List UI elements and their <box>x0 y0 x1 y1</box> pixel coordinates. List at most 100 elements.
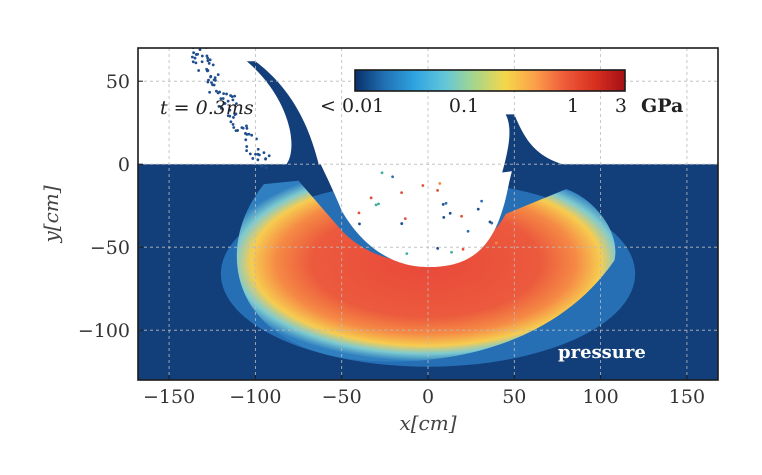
x-axis-ticks: −150 −100 −50 0 50 100 150 <box>143 375 705 408</box>
colorbar-tick-label: < 0.01 <box>320 95 384 117</box>
colorbar: < 0.01 0.1 1 3 GPa <box>320 69 683 117</box>
ejecta-particle <box>244 138 248 142</box>
ejecta-particle <box>264 166 268 170</box>
ejecta-particle <box>441 202 445 206</box>
y-axis-ticks: 50 0 −50 −100 <box>78 71 143 342</box>
ejecta-particle <box>400 222 404 225</box>
ejecta-particle <box>213 76 217 80</box>
ejecta-particle <box>255 137 258 141</box>
x-axis-label: x[cm] <box>399 411 456 435</box>
ejecta-particle <box>219 105 223 109</box>
ejecta-particle <box>209 75 212 79</box>
ejecta-particle <box>208 90 212 94</box>
colorbar-unit: GPa <box>641 95 683 117</box>
ejecta-particle <box>219 97 223 101</box>
ejecta-particle <box>208 58 212 62</box>
x-tick-label: 0 <box>422 386 434 408</box>
ejecta-particle <box>247 132 251 136</box>
x-tick-label: −150 <box>143 386 195 408</box>
ejecta-particle <box>205 54 209 58</box>
ejecta-particle <box>494 241 498 245</box>
time-annotation: t = 0.3ms <box>160 97 254 119</box>
ejecta-particle <box>444 201 448 205</box>
ejecta-particle <box>450 250 453 254</box>
ejecta-particle <box>377 202 380 206</box>
ejecta-particle <box>205 69 209 73</box>
ejecta-particle <box>245 149 248 153</box>
ejecta-particle <box>245 124 248 128</box>
ejecta-particle <box>476 207 480 211</box>
ejecta-particle <box>206 56 210 60</box>
y-tick-label: 0 <box>118 154 130 176</box>
ejecta-particle <box>194 61 198 65</box>
ejecta-particle <box>232 126 236 129</box>
ejecta-particle <box>488 220 492 224</box>
ejecta-particle <box>250 133 254 137</box>
ejecta-particle <box>357 211 361 215</box>
ejecta-particle <box>257 153 261 157</box>
ejecta-particle <box>212 83 216 87</box>
ejecta-particle <box>438 182 442 185</box>
ejecta-particle <box>226 114 230 118</box>
ejecta-particle <box>216 91 220 95</box>
ejecta-particle <box>198 48 202 52</box>
ejecta-particle <box>232 116 235 119</box>
ejecta-particle <box>207 61 211 65</box>
ejecta-particle <box>191 60 195 64</box>
ejecta-particle <box>460 214 463 218</box>
colorbar-tick-label: 0.1 <box>449 95 479 117</box>
ejecta-particle <box>256 147 260 151</box>
ejecta-particle <box>256 158 260 162</box>
y-tick-label: −50 <box>90 237 130 259</box>
ejecta-particle <box>228 108 232 112</box>
ejecta-particle <box>403 217 407 221</box>
ejecta-particle <box>222 92 226 96</box>
ejecta-particle <box>448 211 452 215</box>
colorbar-tick-label: 1 <box>567 95 579 117</box>
ejecta-particle <box>358 222 361 226</box>
colorbar-tick-label: 3 <box>615 95 627 117</box>
ejecta-particle <box>216 73 220 77</box>
ejecta-particle <box>221 97 225 100</box>
ejecta-particle <box>245 126 249 130</box>
ejecta-particle <box>190 55 194 59</box>
colorbar-ticks: < 0.01 0.1 1 3 <box>320 95 627 117</box>
ejecta-particle <box>241 126 245 130</box>
ejecta-particle <box>210 81 213 84</box>
x-tick-label: −100 <box>229 386 281 408</box>
x-tick-label: −50 <box>322 386 362 408</box>
ejecta-particle <box>245 145 249 148</box>
y-axis-label: y[cm] <box>39 185 63 243</box>
ejecta-particle <box>262 151 266 155</box>
ejecta-particle <box>217 104 221 108</box>
ejecta-particle <box>260 164 263 168</box>
colorbar-gradient <box>354 69 626 92</box>
ejecta-particle <box>380 171 384 175</box>
ejecta-particle <box>235 102 238 106</box>
ejecta-particle <box>244 132 247 135</box>
y-tick-label: 50 <box>106 71 130 93</box>
ejecta-particle <box>234 129 238 133</box>
ejecta-particle <box>254 152 257 156</box>
ejecta-particle <box>442 215 446 219</box>
ejecta-particle <box>374 203 378 207</box>
ejecta-particle <box>229 120 233 124</box>
ejecta-particle <box>196 52 199 56</box>
ejecta-particle <box>192 51 195 55</box>
shock-shell <box>236 180 616 362</box>
x-tick-label: 100 <box>582 386 618 408</box>
ejecta-particle <box>222 102 226 105</box>
ejecta-particle <box>193 56 197 60</box>
ejecta-particle <box>466 229 470 233</box>
ejecta-jet-right <box>502 114 563 173</box>
ejecta-particle <box>226 99 230 103</box>
ejecta-particles <box>190 48 498 256</box>
ejecta-particle <box>197 69 201 72</box>
x-tick-label: 50 <box>502 386 526 408</box>
ejecta-particle <box>211 63 215 67</box>
ejecta-particle <box>267 154 271 158</box>
ejecta-particle <box>405 252 409 256</box>
ejecta-particle <box>248 152 252 156</box>
x-tick-label: 150 <box>669 386 705 408</box>
